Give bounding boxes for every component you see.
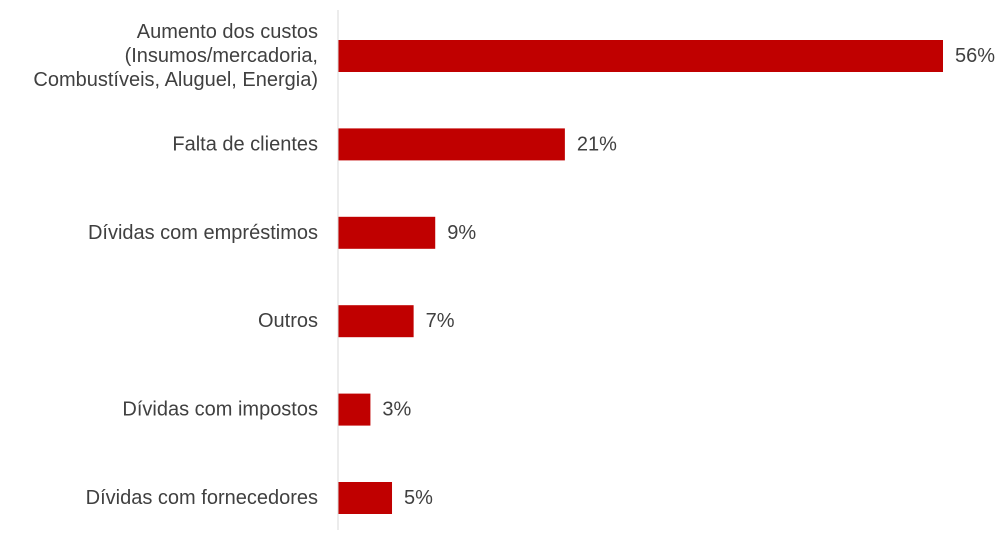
category-label-3: Outros [258,310,318,332]
bar-4 [338,393,371,426]
category-label-line: Outros [258,310,318,332]
category-label-line: Dívidas com fornecedores [86,487,318,509]
category-label-4: Dívidas com impostos [122,399,318,421]
data-label-1: 21% [577,133,617,155]
bar-3 [338,305,414,338]
data-label-4: 3% [382,399,411,421]
data-label-2: 9% [447,222,476,244]
data-label-0: 56% [955,45,995,67]
category-label-5: Dívidas com fornecedores [86,487,318,509]
data-label-5: 5% [404,487,433,509]
bar-5 [338,482,393,514]
category-label-line: (Insumos/mercadoria, [125,45,318,67]
bar-2 [338,216,436,249]
category-label-line: Dívidas com impostos [122,399,318,421]
data-label-3: 7% [426,310,455,332]
category-label-line: Falta de clientes [172,133,318,155]
bar-1 [338,128,565,161]
bars-layer [338,40,943,514]
labels-layer: 56% Aumento dos custos (Insumos/mercadoria… [33,21,995,509]
category-label-2: Dívidas com empréstimos [88,222,318,244]
bar-0 [338,40,943,72]
category-label-line: Combustíveis, Aluguel, Energia) [33,69,318,91]
category-label-line: Aumento dos custos [137,21,318,43]
category-label-1: Falta de clientes [172,133,318,155]
category-label-0: Aumento dos custos (Insumos/mercadoria, Co… [33,21,318,91]
category-label-line: Dívidas com empréstimos [88,222,318,244]
